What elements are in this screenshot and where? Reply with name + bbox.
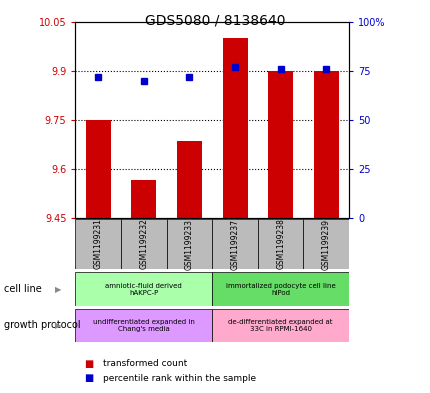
Bar bbox=[212, 309, 348, 342]
Text: GSM1199237: GSM1199237 bbox=[230, 219, 239, 270]
Bar bbox=[212, 272, 348, 306]
Bar bbox=[176, 141, 202, 218]
Text: percentile rank within the sample: percentile rank within the sample bbox=[103, 374, 256, 382]
Text: transformed count: transformed count bbox=[103, 359, 187, 368]
Text: amniotic-fluid derived
hAKPC-P: amniotic-fluid derived hAKPC-P bbox=[105, 283, 182, 296]
Bar bbox=[166, 219, 212, 269]
Text: undifferentiated expanded in
Chang's media: undifferentiated expanded in Chang's med… bbox=[93, 319, 194, 332]
Text: de-differentiated expanded at
33C in RPMI-1640: de-differentiated expanded at 33C in RPM… bbox=[228, 319, 332, 332]
Text: ▶: ▶ bbox=[55, 321, 61, 330]
Bar bbox=[75, 309, 212, 342]
Text: immortalized podocyte cell line
hIPod: immortalized podocyte cell line hIPod bbox=[225, 283, 335, 296]
Bar bbox=[222, 38, 247, 218]
Bar bbox=[121, 219, 166, 269]
Bar bbox=[131, 180, 156, 218]
Text: GSM1199231: GSM1199231 bbox=[93, 219, 102, 270]
Text: GSM1199233: GSM1199233 bbox=[184, 219, 194, 270]
Text: growth protocol: growth protocol bbox=[4, 320, 81, 330]
Text: GSM1199239: GSM1199239 bbox=[321, 219, 330, 270]
Bar bbox=[75, 219, 121, 269]
Text: cell line: cell line bbox=[4, 284, 42, 294]
Bar bbox=[257, 219, 303, 269]
Text: GSM1199238: GSM1199238 bbox=[276, 219, 285, 270]
Text: ■: ■ bbox=[84, 358, 93, 369]
Bar bbox=[267, 71, 292, 218]
Text: ▶: ▶ bbox=[55, 285, 61, 294]
Bar bbox=[75, 272, 212, 306]
Bar bbox=[212, 219, 257, 269]
Text: ■: ■ bbox=[84, 373, 93, 383]
Bar bbox=[303, 219, 348, 269]
Bar bbox=[313, 71, 338, 218]
Bar bbox=[86, 120, 111, 218]
Text: GSM1199232: GSM1199232 bbox=[139, 219, 148, 270]
Text: GDS5080 / 8138640: GDS5080 / 8138640 bbox=[145, 14, 285, 28]
